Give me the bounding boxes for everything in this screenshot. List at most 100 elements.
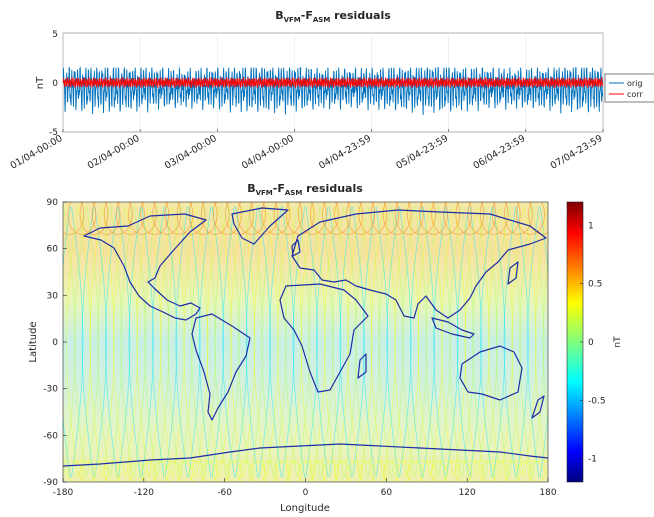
- orbit-track: [243, 206, 256, 478]
- top-xtick-label: 01/04-00:00: [9, 133, 65, 172]
- orbit-track: [297, 206, 310, 478]
- polar-loop-south: [140, 460, 169, 482]
- polar-loop-south: [103, 460, 133, 482]
- polar-loop-north: [310, 202, 339, 235]
- orbit-track: [363, 206, 376, 478]
- polar-loop-south: [382, 460, 412, 482]
- polar-loop-south: [249, 460, 279, 482]
- polar-loop-south: [310, 460, 339, 482]
- polar-loop-north: [297, 202, 327, 235]
- residual-map-chart: BVFM-FASM residuals: [28, 182, 623, 514]
- polar-loop-north: [249, 202, 279, 235]
- orbit-track: [446, 206, 459, 478]
- map-ytick-label: -60: [43, 431, 58, 441]
- orbit-track: [503, 206, 516, 478]
- orbit-track: [534, 206, 548, 478]
- polar-loop-north: [237, 202, 266, 235]
- polar-loop-north: [455, 202, 485, 235]
- polar-loop-south: [237, 460, 266, 482]
- colorbar-label: nT: [613, 336, 623, 348]
- orbit-track: [191, 206, 204, 478]
- polar-loop-north: [273, 202, 303, 235]
- top-ytick-neg5: -5: [49, 128, 58, 138]
- polar-loop-north: [504, 202, 533, 235]
- legend-orig-label: orig: [627, 79, 642, 88]
- map-ytick-label: 60: [47, 245, 59, 255]
- map-xtick-label: 60: [381, 488, 393, 498]
- polar-loop-south: [200, 460, 230, 482]
- orbit-track: [328, 206, 342, 478]
- polar-loop-north: [443, 202, 473, 235]
- orbit-track: [422, 206, 435, 478]
- orbit-track: [464, 206, 477, 478]
- top-xtick-label: 02/04-00:00: [86, 133, 142, 172]
- polar-loop-south: [479, 460, 509, 482]
- polar-loop-north: [200, 202, 230, 235]
- orbit-track: [495, 206, 509, 478]
- orbit-track: [316, 206, 329, 478]
- orbit-track: [394, 206, 407, 478]
- orbit-track: [532, 206, 545, 478]
- polar-loop-north: [79, 202, 109, 235]
- polar-loop-south: [443, 460, 473, 482]
- orbit-track: [113, 206, 126, 478]
- orbit-track: [289, 206, 303, 478]
- orbit-track: [324, 206, 337, 478]
- orbit-track: [211, 206, 224, 478]
- orbit-track: [198, 206, 212, 478]
- polar-loop-south: [273, 460, 303, 482]
- polar-loop-south: [297, 460, 327, 482]
- orbit-track: [157, 206, 170, 478]
- orbit-track: [386, 206, 399, 478]
- orbit-track: [63, 206, 76, 478]
- polar-loop-south: [322, 460, 351, 482]
- orbit-track: [167, 206, 180, 478]
- orbit-track: [196, 206, 209, 478]
- orbit-track: [149, 206, 162, 478]
- map-chart-title: BVFM-FASM residuals: [247, 182, 363, 197]
- map-ytick-label: 0: [52, 338, 58, 348]
- top-legend: orig corr: [604, 73, 654, 103]
- polar-loop-south: [419, 460, 448, 482]
- polar-loop-south: [91, 460, 121, 482]
- map-heatmap: [63, 202, 548, 482]
- orbit-track: [511, 206, 524, 478]
- orbit-track: [172, 206, 185, 478]
- orbit-track: [258, 206, 271, 478]
- orbit-track: [488, 206, 501, 478]
- map-ylabel: Latitude: [28, 321, 39, 362]
- orbit-track: [433, 206, 446, 478]
- polar-loop-north: [67, 202, 97, 235]
- polar-loop-north: [370, 202, 400, 235]
- orbit-track: [391, 206, 404, 478]
- colorbar: 1 0.5 0 -0.5 -1 nT: [566, 201, 623, 483]
- timeseries-chart: BVFM-FASM residuals 5 0 -5 nT 01/04-00:0…: [9, 9, 654, 172]
- orbit-track: [180, 206, 193, 478]
- colorbar-tick-label: -0.5: [588, 396, 606, 406]
- polar-loop-south: [213, 460, 242, 482]
- orbit-track: [438, 206, 451, 478]
- orbit-track: [183, 206, 196, 478]
- polar-loop-south: [79, 460, 109, 482]
- orbit-track: [449, 206, 462, 478]
- polar-loop-south: [261, 460, 291, 482]
- polar-loop-north: [516, 202, 545, 235]
- orbit-track: [493, 206, 506, 478]
- polar-loop-south: [225, 460, 254, 482]
- polar-loop-north: [467, 202, 497, 235]
- coastlines: [63, 207, 548, 467]
- orbit-track: [175, 206, 188, 478]
- polar-loop-south: [116, 460, 145, 482]
- orbit-track: [97, 206, 110, 478]
- polar-loop-north: [528, 202, 548, 235]
- orbit-track: [453, 206, 467, 478]
- map-xtick-label: -120: [134, 488, 155, 498]
- polar-loop-south: [188, 460, 218, 482]
- map-ytick-label: -90: [43, 478, 58, 488]
- polar-loop-north: [63, 202, 85, 235]
- polar-loop-south: [431, 460, 460, 482]
- orbit-track: [266, 206, 279, 478]
- colorbar-ticks: 1 0.5 0 -0.5 -1: [580, 221, 606, 465]
- orbit-track: [94, 206, 107, 478]
